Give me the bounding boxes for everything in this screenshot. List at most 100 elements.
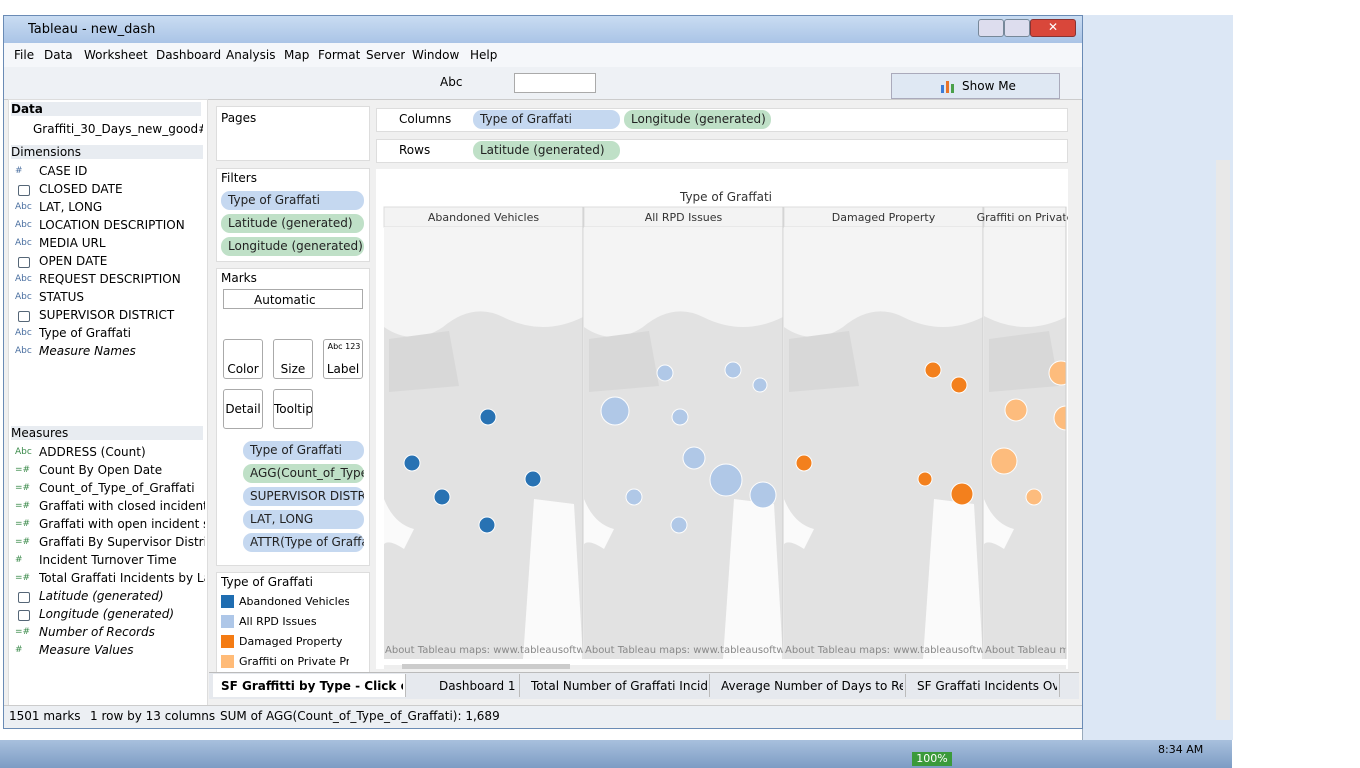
clock: 8:34 AM [1158,743,1204,756]
field-icon: Abc [15,274,32,284]
mark-pill: Type of Graffati [243,441,364,460]
map-pane: About Tableau maps: www.tableausoftwar [784,227,983,659]
field[interactable]: Graffati with open incident st... [39,517,205,531]
map-coast [384,499,414,549]
map-coast [523,499,583,659]
field-icon: =# [15,627,31,637]
map-mark [950,376,968,394]
field[interactable]: CASE ID [39,164,88,178]
menu-item[interactable]: Window [412,48,460,62]
field[interactable]: Count By Open Date [39,463,163,477]
field[interactable]: STATUS [39,290,85,304]
field-glyph [18,311,30,322]
battery: 100% [912,752,952,766]
map-coast [723,499,783,659]
taskbar: 100% 8:34 AM [0,740,1232,768]
field-icon: =# [15,519,31,529]
field[interactable]: OPEN DATE [39,254,108,268]
field-icon: Abc [15,328,32,338]
mark-type-dropdown[interactable]: Automatic [223,289,363,309]
map-coast [584,499,614,549]
field[interactable]: LOCATION DESCRIPTION [39,218,185,232]
rows-shelf: Rows Latitude (generated) [376,139,1068,163]
map-pane: About Tableau ma [984,227,1068,659]
field[interactable]: Count_of_Type_of_Graffati [39,481,195,495]
sheet-tab-label: Dashboard 1 [439,679,516,693]
field[interactable]: Graffati By Supervisor District [39,535,205,549]
field[interactable]: LAT, LONG [39,200,103,214]
field[interactable]: CLOSED DATE [39,182,123,196]
close-button[interactable]: ✕ [1030,19,1076,37]
legend-swatch [221,615,234,628]
map-park [589,331,659,392]
field[interactable]: REQUEST DESCRIPTION [39,272,181,286]
mark-button[interactable]: Detail [223,389,263,429]
legend-title: Type of Graffati [221,575,314,589]
mark-button[interactable]: Size [273,339,313,379]
menu-item[interactable]: Server [366,48,406,62]
mark-button[interactable]: Color [223,339,263,379]
menu-item[interactable]: Dashboard [156,48,222,62]
field[interactable]: Type of Graffati [39,326,132,340]
sheet-tab[interactable]: SF Graffati Incidents Ove [909,674,1060,697]
map-pane: About Tableau maps: www.tableausoftwar [384,227,596,659]
status-sum: SUM of AGG(Count_of_Type_of_Graffati): 1… [220,709,500,723]
pages-shelf: Pages [216,106,370,161]
data-source: Graffiti_30_Days_new_good#c... [33,122,203,136]
maximize-button[interactable] [1004,19,1030,37]
shelf-pill: Type of Graffati [473,110,620,129]
map-mark [600,396,630,426]
abc-button[interactable]: Abc [440,75,463,89]
legend-label: Damaged Property [239,635,343,648]
field[interactable]: Measure Names [39,344,136,358]
menu-item[interactable]: Worksheet [84,48,148,62]
field[interactable]: Measure Values [39,643,134,657]
map-mark [1004,398,1028,422]
window-title: Tableau - new_dash [28,22,156,37]
field[interactable]: Incident Turnover Time [39,553,177,567]
size-dropdown[interactable] [514,73,596,93]
field[interactable]: ADDRESS (Count) [39,445,146,459]
mark-button-label: Color [227,362,259,376]
menu-item[interactable]: File [14,48,35,62]
field-icon: # [15,645,23,655]
label-icon: Abc 123 [327,342,361,351]
sheet-tab[interactable]: SF Graffitti by Type - Click on ... [213,674,406,697]
mark-button-label: Detail [225,402,261,416]
field-icon: =# [15,573,31,583]
menu-item[interactable]: Data [44,48,73,62]
map-mark [1048,360,1066,386]
sheet-tab[interactable]: Dashboard 1 [409,674,520,697]
menu-item[interactable]: Format [318,48,361,62]
field[interactable]: MEDIA URL [39,236,106,250]
legend-swatch [221,595,234,608]
field[interactable]: Graffati with closed incident ... [39,499,205,513]
field[interactable]: SUPERVISOR DISTRICT [39,308,175,322]
mark-button[interactable]: Label [323,339,363,379]
show-me-button[interactable]: Show Me [891,73,1060,99]
field[interactable]: Longitude (generated) [39,607,175,621]
map-park [989,331,1059,392]
color-legend: Type of Graffati Abandoned Vehicles All RP… [216,572,370,684]
map-mark [478,516,496,534]
menu-item[interactable]: Map [284,48,310,62]
field-icon: # [15,555,23,565]
sheet-tab[interactable]: Average Number of Days to Re... [713,674,906,697]
minimize-button[interactable] [978,19,1004,37]
sheet-tab[interactable]: Total Number of Graffati Incide... [523,674,710,697]
map-view: Type of Graffati Abandoned Vehicles About … [376,169,1068,669]
filters-title: Filters [221,171,257,185]
mark-pill: SUPERVISOR DISTRI.. [243,487,364,506]
mark-button[interactable]: Tooltip [273,389,313,429]
map-attribution: About Tableau ma [985,645,1068,656]
menu-item[interactable]: Help [470,48,498,62]
menu-item[interactable]: Analysis [226,48,276,62]
shelf-label: Columns [399,112,452,126]
field[interactable]: Total Graffati Incidents by Lat... [39,571,205,585]
field[interactable]: Number of Records [39,625,155,639]
legend-swatch [221,635,234,648]
pages-title: Pages [221,111,257,125]
map-attribution: About Tableau maps: www.tableausoftwar [385,645,596,656]
pane-header: Graffiti on Private [977,211,1068,224]
field[interactable]: Latitude (generated) [39,589,164,603]
